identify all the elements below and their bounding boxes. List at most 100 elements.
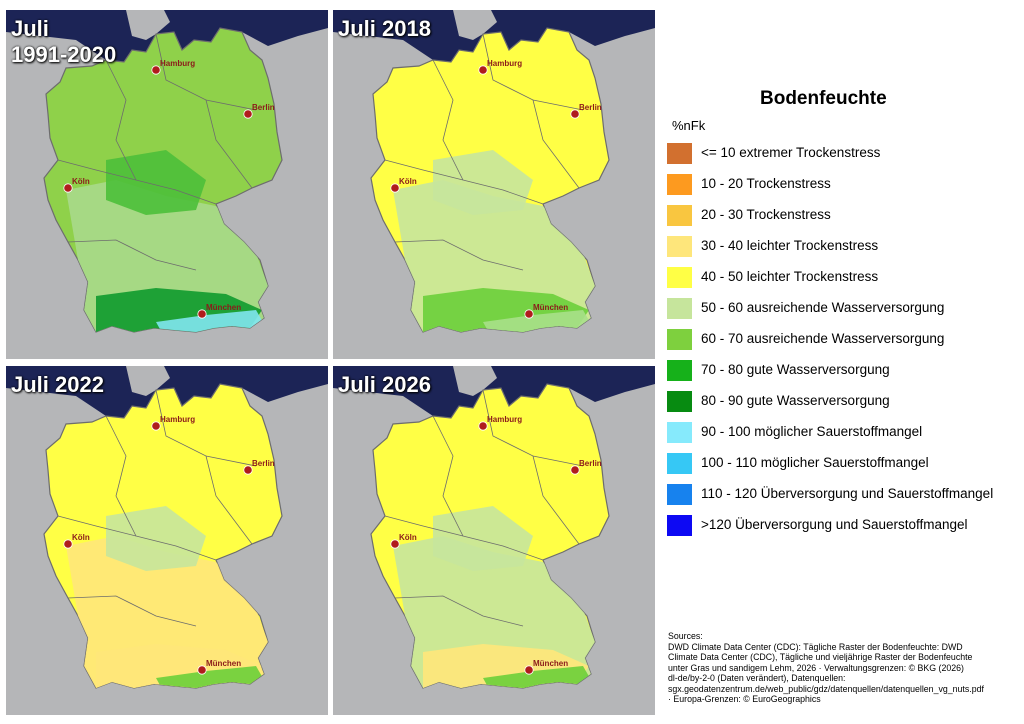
city-marker: [570, 465, 580, 475]
moisture-zone: [483, 666, 591, 688]
city-label: Hamburg: [487, 59, 522, 68]
city-marker: [151, 421, 161, 431]
moisture-zone: [433, 150, 533, 215]
state-border: [432, 415, 464, 537]
legend-label: 100 - 110 möglicher Sauerstoffmangel: [701, 455, 929, 470]
city-label: Hamburg: [160, 415, 195, 424]
city-label: Hamburg: [487, 415, 522, 424]
city-marker: [151, 65, 161, 75]
city-marker: [197, 309, 207, 319]
state-border: [105, 415, 137, 537]
panel-title: Juli 2026: [338, 372, 431, 397]
legend-swatch: [667, 484, 692, 505]
legend-label: 20 - 30 Trockenstress: [701, 207, 831, 222]
sources-text: Sources: DWD Climate Data Center (CDC): …: [668, 631, 1020, 705]
city-label: Köln: [72, 533, 90, 542]
state-border: [384, 159, 464, 181]
legend-label: 110 - 120 Überversorgung und Sauerstoffm…: [701, 486, 994, 501]
legend-swatch: [667, 298, 692, 319]
city-marker: [524, 309, 534, 319]
city-marker: [478, 421, 488, 431]
germany-map: Hamburg Berlin Köln München: [6, 366, 328, 715]
legend-swatch: [667, 143, 692, 164]
city-marker: [243, 109, 253, 119]
sea-area: [333, 366, 655, 418]
legend-swatch: [667, 360, 692, 381]
moisture-zones: [66, 506, 268, 688]
city-label: Hamburg: [160, 59, 195, 68]
state-border: [462, 179, 544, 205]
sources-line: unter Gras und sandigem Lehm, 2026 · Ver…: [668, 662, 964, 673]
state-border: [384, 515, 464, 537]
panel-title: Juli 2022: [11, 372, 104, 397]
city-label: Köln: [399, 177, 417, 186]
state-border: [532, 99, 580, 189]
city-marker: [570, 109, 580, 119]
legend-label: 70 - 80 gute Wasserversorgung: [701, 362, 890, 377]
legend-label: 30 - 40 leichter Trockenstress: [701, 238, 879, 253]
sources-line: Sources:: [668, 631, 703, 641]
legend-swatch: [667, 329, 692, 350]
city-label: München: [533, 303, 568, 312]
legend-label: 50 - 60 ausreichende Wasserversorgung: [701, 300, 945, 315]
neighbor-country: [453, 10, 497, 40]
city-marker: [63, 183, 73, 193]
neighbor-country: [126, 366, 170, 396]
city-label: Köln: [399, 533, 417, 542]
city-marker: [524, 665, 534, 675]
sources-line: Climate Data Center (CDC), Tägliche und …: [668, 652, 973, 662]
city-label: München: [206, 659, 241, 668]
state-border: [432, 59, 464, 181]
city-marker: [243, 465, 253, 475]
map-panel-2022: Hamburg Berlin Köln München Juli 2022: [6, 366, 328, 715]
germany-map: Hamburg Berlin Köln München: [333, 366, 655, 715]
state-border: [135, 535, 217, 561]
state-border: [482, 33, 584, 111]
neighbor-country: [126, 10, 170, 40]
city-label: München: [206, 303, 241, 312]
germany-map: Hamburg Berlin Köln München: [333, 10, 655, 359]
moisture-zone: [106, 150, 206, 215]
legend-swatch: [667, 391, 692, 412]
city-label: Berlin: [252, 103, 275, 112]
sea-area: [333, 10, 655, 62]
legend-label: 60 - 70 ausreichende Wasserversorgung: [701, 331, 945, 346]
sources-line: · Europa-Grenzen: © EuroGeographics: [668, 694, 821, 704]
state-border: [67, 595, 197, 627]
legend-swatch: [667, 515, 692, 536]
state-border: [482, 389, 584, 467]
legend-label: 80 - 90 gute Wasserversorgung: [701, 393, 890, 408]
moisture-zone: [483, 310, 591, 332]
state-border: [394, 595, 524, 627]
legend-label: 10 - 20 Trockenstress: [701, 176, 831, 191]
city-marker: [390, 539, 400, 549]
map-panel-1991-2020: Hamburg Berlin Köln München Juli 1991-2020: [6, 10, 328, 359]
sea-area: [6, 10, 328, 62]
neighbor-country: [453, 366, 497, 396]
state-border: [532, 455, 580, 545]
city-marker: [63, 539, 73, 549]
city-label: Köln: [72, 177, 90, 186]
legend-swatch: [667, 267, 692, 288]
city-marker: [478, 65, 488, 75]
city-label: Berlin: [579, 459, 602, 468]
sea-area: [6, 366, 328, 418]
map-panel-2026: Hamburg Berlin Köln München Juli 2026: [333, 366, 655, 715]
legend-label: >120 Überversorgung und Sauerstoffmangel: [701, 517, 968, 532]
state-border: [462, 535, 544, 561]
state-border: [57, 515, 137, 537]
state-border: [394, 239, 524, 271]
legend-swatch: [667, 174, 692, 195]
legend-label: 90 - 100 möglicher Sauerstoffmangel: [701, 424, 923, 439]
panel-title: Juli 1991-2020: [11, 16, 117, 67]
legend-swatch: [667, 453, 692, 474]
legend-unit: %nFk: [672, 118, 706, 133]
moisture-zones: [66, 150, 268, 332]
legend-swatch: [667, 422, 692, 443]
city-label: Berlin: [579, 103, 602, 112]
state-border: [205, 455, 253, 545]
moisture-zone: [156, 310, 264, 332]
germany-map: Hamburg Berlin Köln München: [6, 10, 328, 359]
moisture-zone: [106, 506, 206, 571]
legend-title: Bodenfeuchte: [760, 88, 887, 109]
